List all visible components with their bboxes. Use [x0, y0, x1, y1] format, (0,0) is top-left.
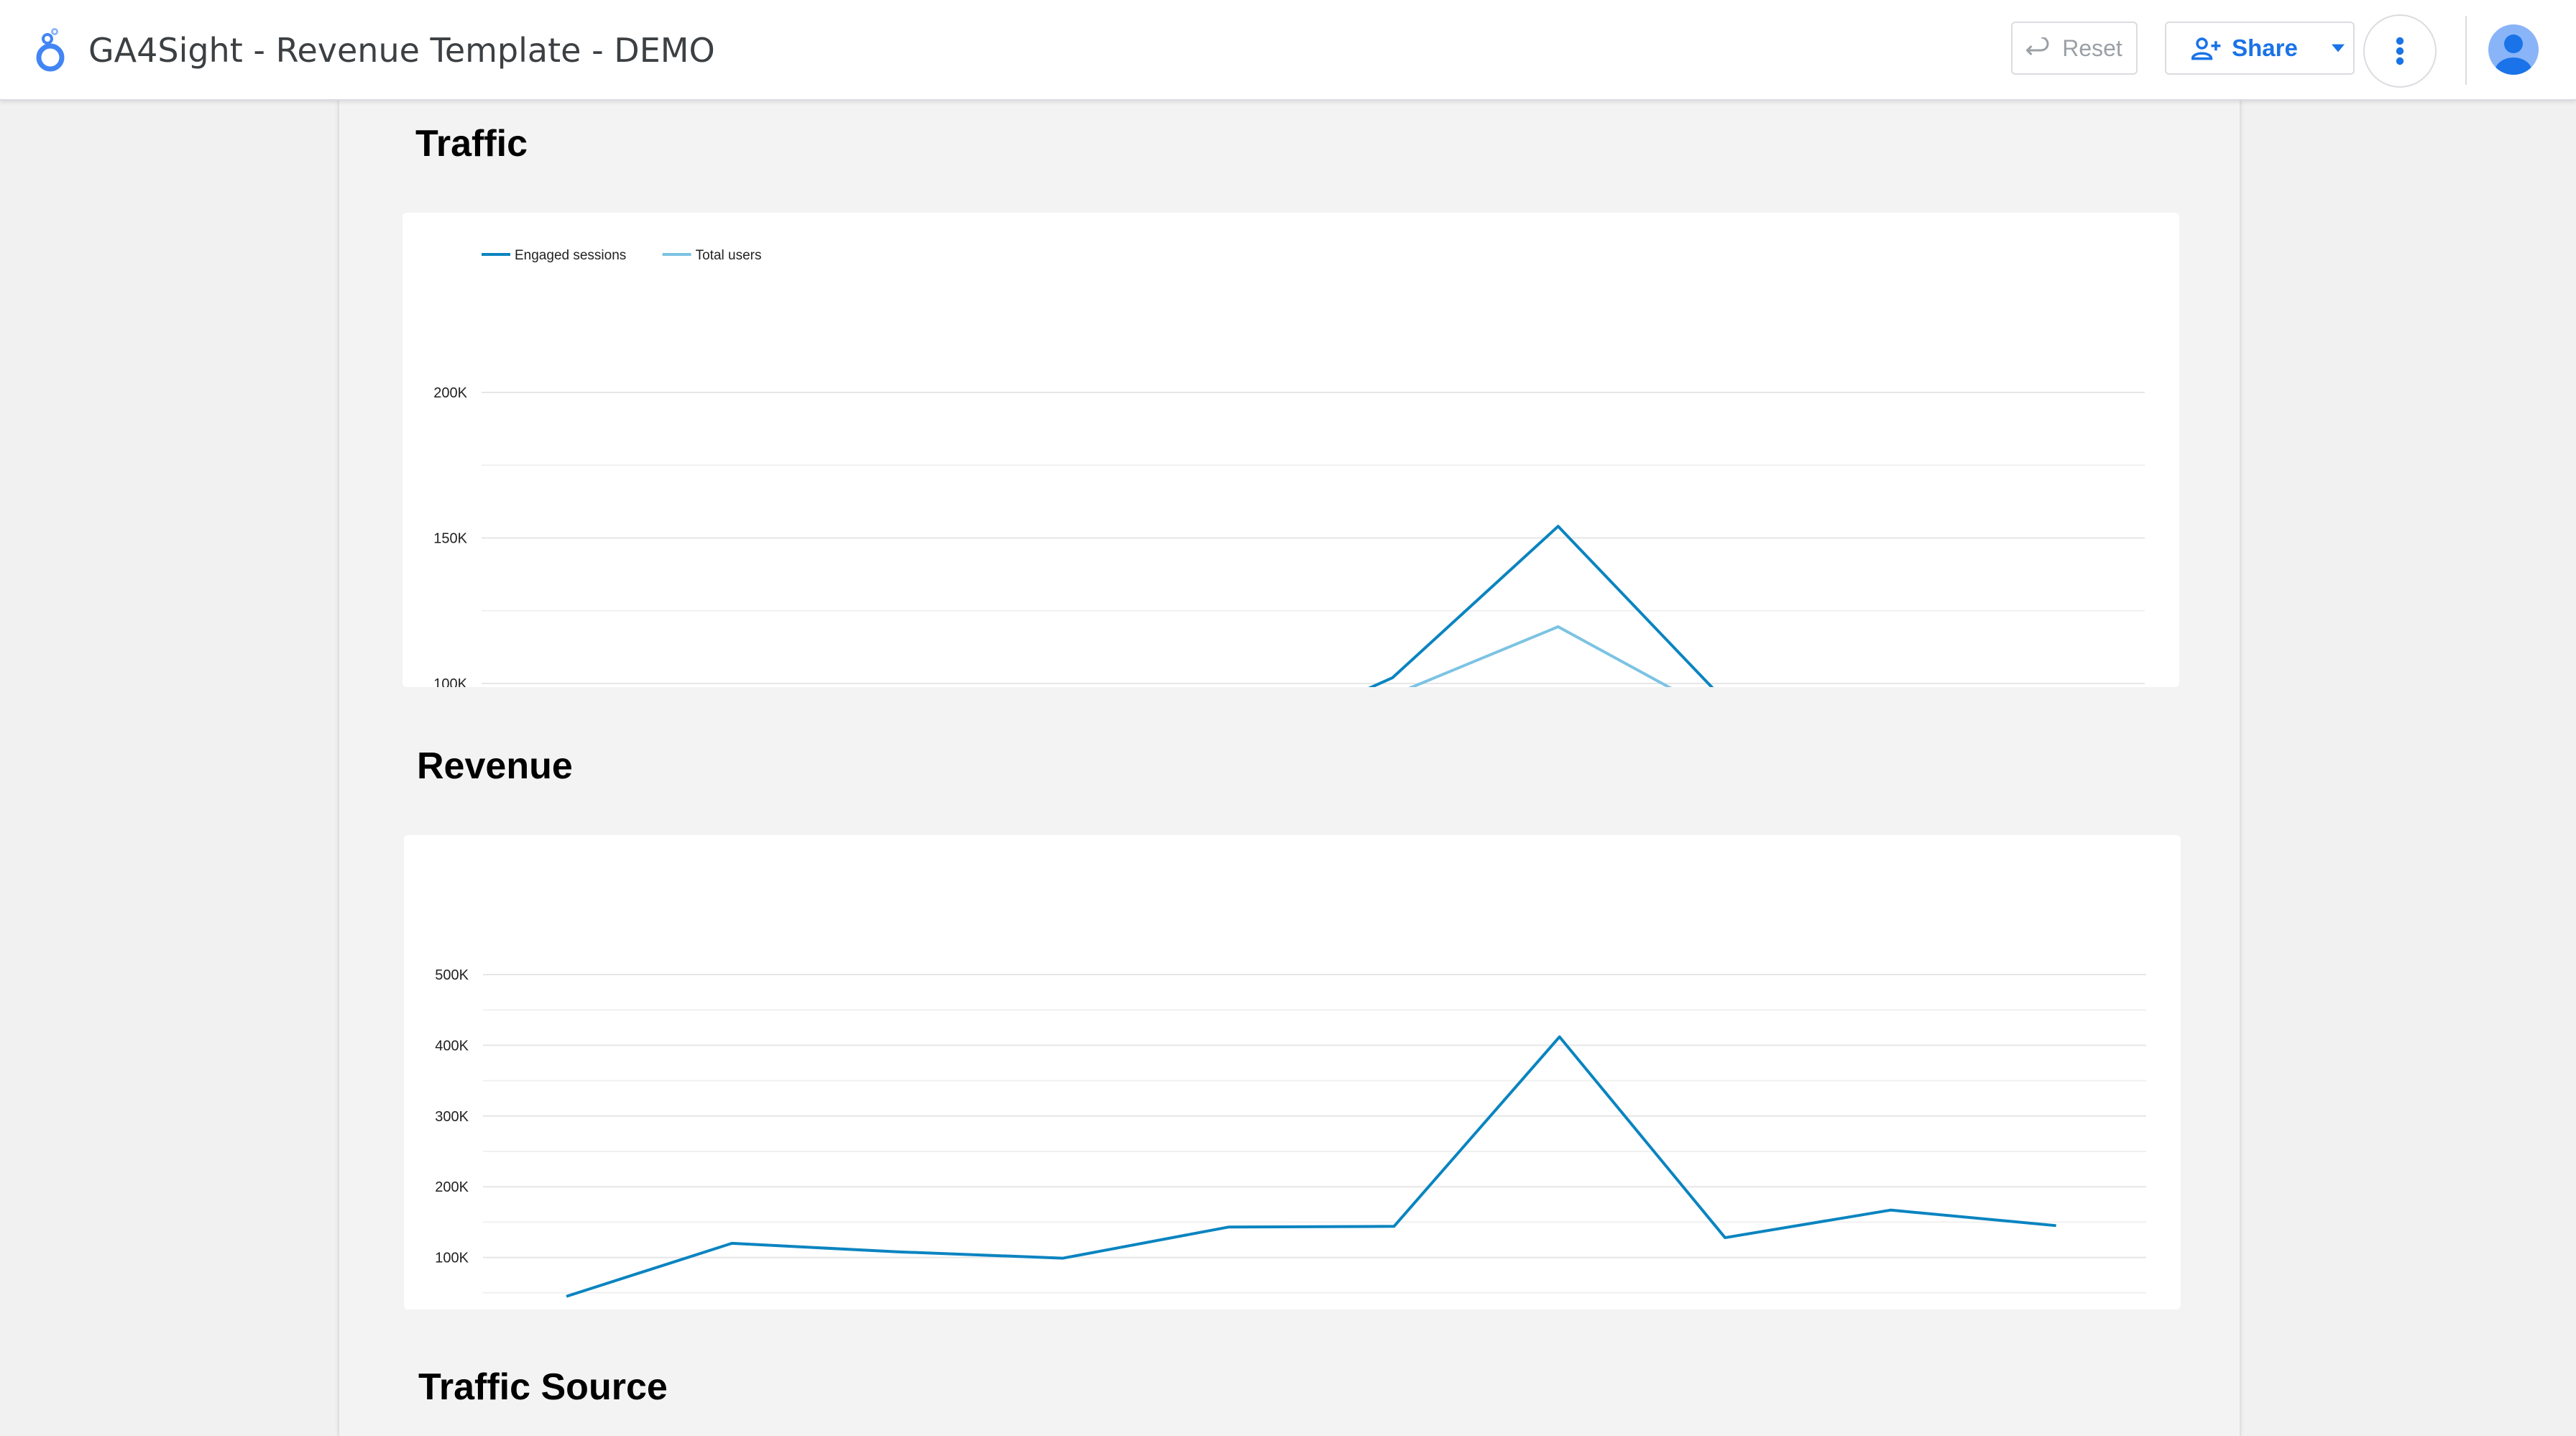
- looker-studio-logo[interactable]: [32, 27, 69, 73]
- share-label: Share: [2232, 34, 2298, 61]
- revenue-line-chart[interactable]: 0100K200K300K400K500KMar 2023Apr 2023May…: [404, 835, 2181, 1310]
- person-add-icon: [2191, 37, 2221, 60]
- series-line-0: [566, 1035, 2056, 1298]
- series-line-0: [1368, 525, 1714, 687]
- y-tick-label: 200K: [435, 1179, 469, 1195]
- y-tick-label: 500K: [435, 967, 469, 983]
- series-line-1: [1408, 625, 1673, 687]
- report-title[interactable]: GA4Sight - Revenue Template - DEMO: [88, 31, 715, 70]
- traffic-chart-card[interactable]: 050K100K150K200KMar 2023Apr 2023May 2023…: [402, 213, 2179, 687]
- section-title-traffic-source: Traffic Source: [418, 1366, 668, 1408]
- y-tick-label: 400K: [435, 1038, 469, 1054]
- undo-icon: [2026, 37, 2049, 56]
- account-icon: [2495, 34, 2532, 75]
- share-button[interactable]: Share: [2165, 22, 2324, 75]
- toolbar-divider: [2465, 16, 2467, 85]
- report-canvas: Traffic 050K100K150K200KMar 2023Apr 2023…: [338, 99, 2241, 1436]
- revenue-chart-card[interactable]: 0100K200K300K400K500KMar 2023Apr 2023May…: [404, 835, 2181, 1310]
- section-title-revenue: Revenue: [417, 745, 573, 787]
- y-tick-label: 200K: [433, 385, 467, 401]
- top-bar: GA4Sight - Revenue Template - DEMO Reset…: [0, 0, 2576, 101]
- y-tick-label: 300K: [435, 1109, 469, 1125]
- more-options-button[interactable]: [2363, 14, 2437, 88]
- reset-label: Reset: [2062, 34, 2122, 61]
- reset-button[interactable]: Reset: [2011, 22, 2138, 75]
- legend-label: Engaged sessions: [515, 248, 626, 263]
- account-avatar[interactable]: [2488, 24, 2539, 75]
- more-vert-icon: [2396, 37, 2404, 65]
- section-title-traffic: Traffic: [415, 123, 528, 165]
- traffic-line-chart[interactable]: 050K100K150K200KMar 2023Apr 2023May 2023…: [402, 213, 2179, 687]
- legend-label: Total users: [696, 248, 762, 263]
- y-tick-label: 100K: [435, 1251, 469, 1266]
- y-tick-label: 150K: [433, 531, 467, 547]
- share-dropdown-button[interactable]: [2323, 22, 2355, 75]
- caret-down-icon: [2332, 44, 2345, 52]
- y-tick-label: 100K: [433, 676, 467, 687]
